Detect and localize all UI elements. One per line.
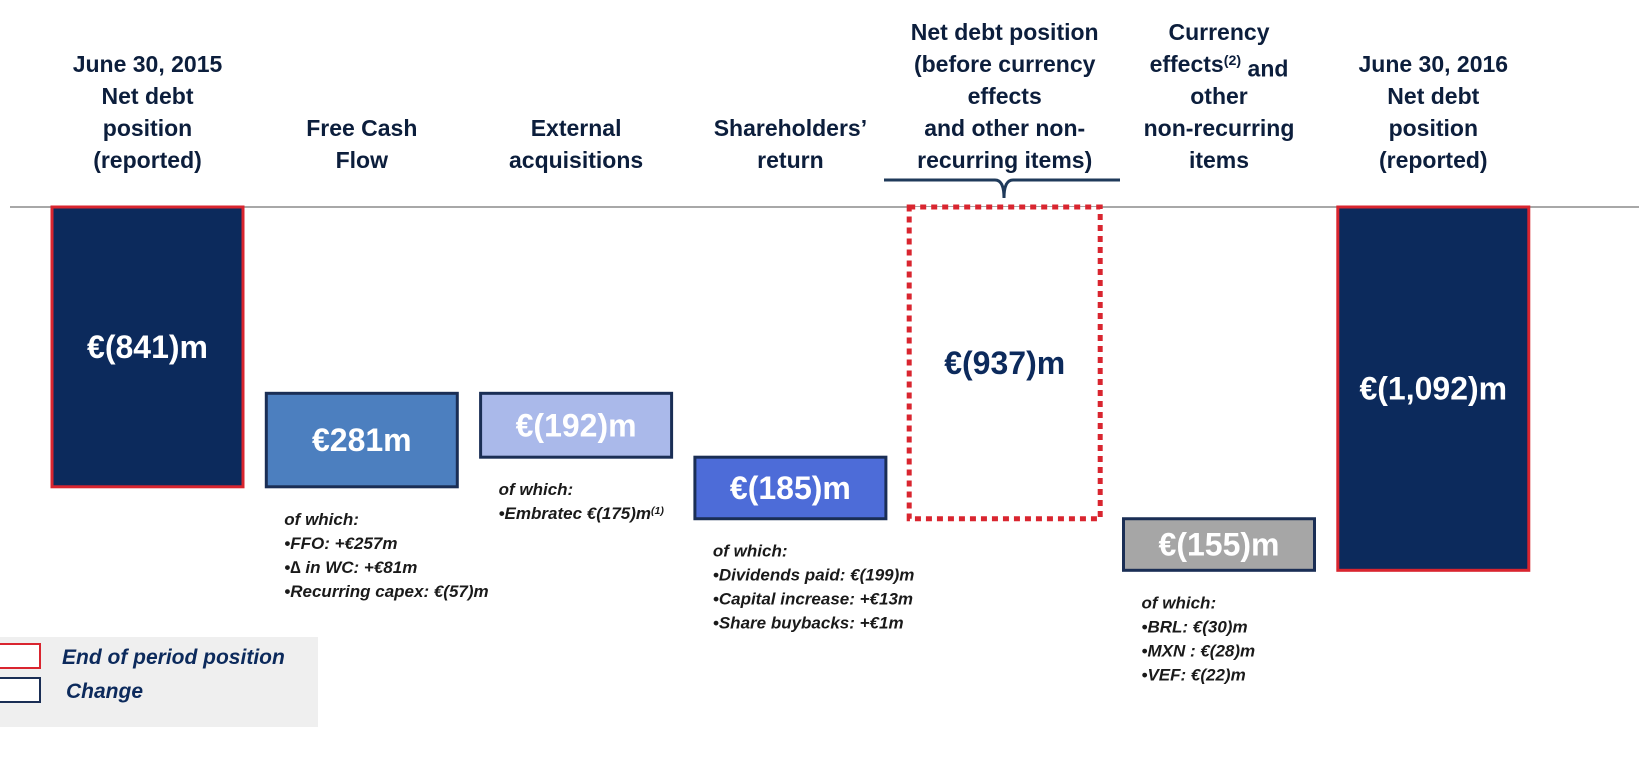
legend-box [0, 637, 318, 727]
note: of which: [1142, 593, 1217, 612]
value-label: €(192)m [516, 407, 637, 443]
category-label: Shareholders’ [714, 115, 867, 141]
category-label: June 30, 2015 [73, 51, 223, 77]
note: •Capital increase: +€13m [713, 590, 913, 609]
bar [1336, 205, 1531, 572]
category-label: effects(2) and [1150, 51, 1289, 81]
legend-label: Change [66, 680, 143, 703]
category-label: acquisitions [509, 147, 643, 173]
legend-swatch [0, 643, 41, 669]
category-label: Net debt [1387, 83, 1479, 109]
bar [693, 455, 888, 521]
category-label: items [1189, 147, 1249, 173]
category-label: position [1389, 115, 1478, 141]
category-label: (before currency [914, 51, 1096, 77]
category-label: June 30, 2016 [1358, 51, 1508, 77]
note: •Dividends paid: €(199)m [713, 566, 915, 585]
legend-label: End of period position [62, 646, 285, 669]
value-label: €(937)m [944, 345, 1065, 381]
category-label: recurring items) [917, 147, 1092, 173]
category-label: Net debt position [911, 19, 1099, 45]
text-part: effects [1150, 51, 1224, 77]
superscript: (2) [1224, 53, 1242, 69]
category-label: Net debt [102, 83, 194, 109]
note: •BRL: €(30)m [1142, 617, 1248, 636]
superscript: (1) [651, 505, 664, 517]
bar [906, 204, 1103, 522]
note: •FFO: +€257m [284, 534, 397, 553]
category-label: non-recurring [1144, 115, 1295, 141]
legend-swatch [0, 677, 41, 703]
value-label: €(1,092)m [1359, 371, 1507, 407]
note: •Share buybacks: +€1m [713, 614, 904, 633]
category-label: and other non- [924, 115, 1085, 141]
category-label: (reported) [93, 147, 202, 173]
bar [50, 205, 245, 489]
category-label: Flow [336, 147, 388, 173]
note: •VEF: €(22)m [1142, 665, 1246, 684]
note: •Embratec €(175)m(1) [499, 504, 665, 523]
note: of which: [713, 542, 788, 561]
note: •∆ in WC: +€81m [284, 558, 417, 577]
bar [1122, 517, 1316, 572]
category-label: External [531, 115, 622, 141]
category-label: Free Cash [306, 115, 417, 141]
note: of which: [284, 510, 359, 529]
category-label: effects [968, 83, 1042, 109]
bar [479, 391, 674, 459]
value-label: €(155)m [1159, 527, 1280, 563]
value-label: €281m [312, 422, 412, 458]
text-part: •Embratec €(175)m [499, 504, 651, 523]
category-label: position [103, 115, 192, 141]
brace [884, 178, 1120, 199]
note: •MXN : €(28)m [1142, 641, 1256, 660]
category-label: other [1190, 83, 1248, 109]
category-label: (reported) [1379, 147, 1488, 173]
category-label: Currency [1169, 19, 1270, 45]
text-part: and [1241, 55, 1288, 81]
value-label: €(185)m [730, 470, 851, 506]
note: •Recurring capex: €(57)m [284, 582, 488, 601]
value-label: €(841)m [87, 329, 208, 365]
bar [264, 391, 459, 489]
note: of which: [499, 480, 574, 499]
category-label: return [757, 147, 823, 173]
